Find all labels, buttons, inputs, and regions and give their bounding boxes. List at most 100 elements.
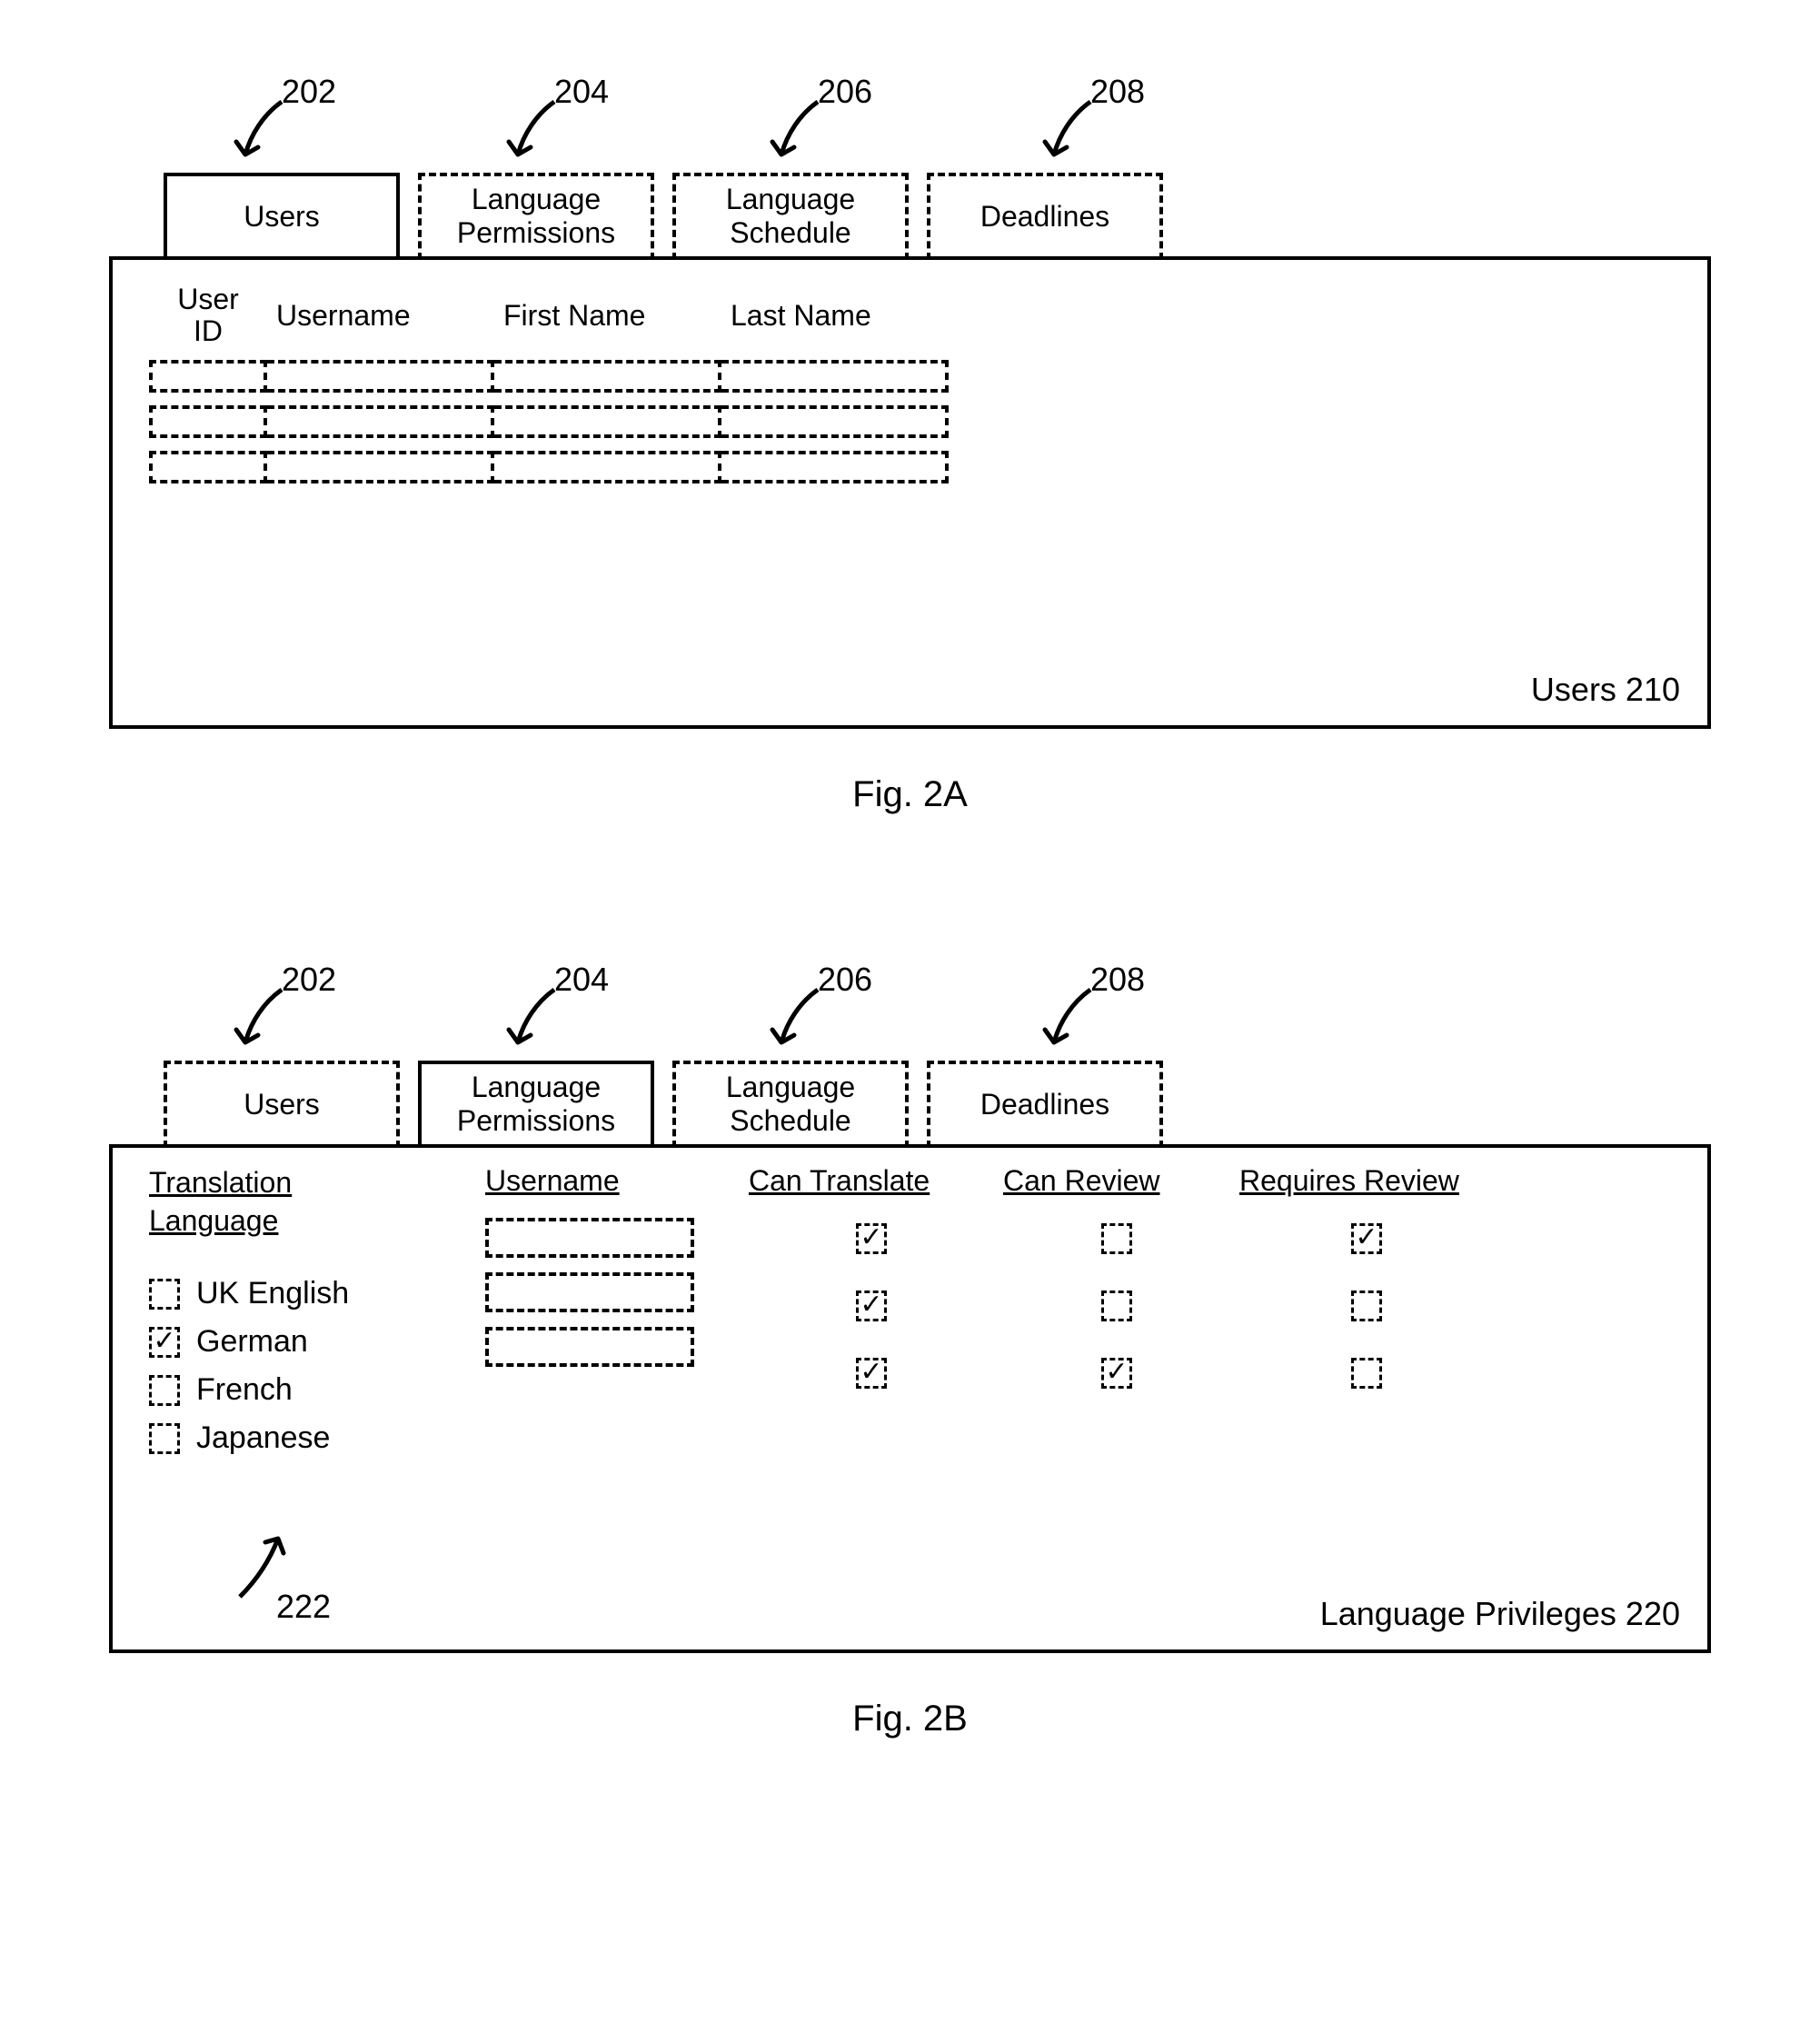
checkbox-icon[interactable] bbox=[1351, 1358, 1382, 1389]
callout-206b: 206 bbox=[818, 961, 872, 999]
col-can-translate: Can Translate bbox=[749, 1164, 994, 1469]
language-label: Japanese bbox=[196, 1420, 330, 1456]
username-input[interactable] bbox=[485, 1218, 694, 1258]
checkbox-icon[interactable] bbox=[856, 1358, 887, 1389]
checkbox-icon[interactable] bbox=[1101, 1358, 1132, 1389]
checkbox-icon[interactable] bbox=[856, 1223, 887, 1254]
table-cell[interactable] bbox=[149, 360, 267, 393]
language-label: UK English bbox=[196, 1276, 349, 1311]
tab-row-2a: Users Language Permissions Language Sche… bbox=[164, 173, 1656, 260]
table-row bbox=[149, 451, 1671, 483]
checkbox-cell bbox=[1239, 1352, 1494, 1389]
tab-lang-perm-label: Language Permissions bbox=[433, 183, 640, 250]
table-cell[interactable] bbox=[494, 405, 721, 438]
callout-208b: 208 bbox=[1090, 961, 1145, 999]
table-cell[interactable] bbox=[267, 451, 494, 483]
col-can-review-header: Can Review bbox=[1003, 1164, 1230, 1198]
username-input[interactable] bbox=[485, 1272, 694, 1312]
checkbox-icon[interactable] bbox=[149, 1279, 180, 1310]
username-input[interactable] bbox=[485, 1327, 694, 1367]
figure-2a: 202 204 206 208 Users Language Permissio… bbox=[109, 73, 1711, 815]
tab-row-2b: Users Language Permissions Language Sche… bbox=[164, 1061, 1656, 1148]
col-requires-review: Requires Review bbox=[1239, 1164, 1494, 1469]
col-translation-language-header: TranslationLanguage bbox=[149, 1164, 476, 1240]
callout-202b: 202 bbox=[282, 961, 336, 999]
table-cell[interactable] bbox=[267, 360, 494, 393]
tab-lang-perm-b[interactable]: Language Permissions bbox=[418, 1061, 654, 1148]
table-cell[interactable] bbox=[494, 360, 721, 393]
checkbox-cell bbox=[1003, 1285, 1230, 1321]
tab-deadlines-b-label: Deadlines bbox=[980, 1088, 1109, 1121]
users-table: UserID Username First Name Last Name bbox=[149, 284, 1671, 483]
tab-deadlines[interactable]: Deadlines bbox=[927, 173, 1163, 260]
table-cell[interactable] bbox=[494, 451, 721, 483]
language-item[interactable]: French bbox=[149, 1372, 476, 1408]
checkbox-cell bbox=[1003, 1352, 1230, 1389]
col-can-review: Can Review bbox=[1003, 1164, 1230, 1469]
table-row bbox=[149, 360, 1671, 393]
tab-lang-sched-b-label: Language Schedule bbox=[687, 1071, 894, 1138]
table-cell[interactable] bbox=[267, 405, 494, 438]
callouts-row-2b: 202 204 206 208 bbox=[164, 961, 1711, 1061]
col-username-b: Username bbox=[485, 1164, 740, 1469]
col-username-header: Username bbox=[485, 1164, 740, 1198]
callout-222: 222 bbox=[276, 1588, 331, 1626]
tab-lang-sched-label: Language Schedule bbox=[687, 183, 894, 250]
users-table-header: UserID Username First Name Last Name bbox=[149, 284, 1671, 347]
tab-deadlines-b[interactable]: Deadlines bbox=[927, 1061, 1163, 1148]
col-can-translate-header: Can Translate bbox=[749, 1164, 994, 1198]
col-last-name: Last Name bbox=[721, 284, 949, 347]
language-label: French bbox=[196, 1372, 293, 1408]
panel-label-users: Users 210 bbox=[1531, 671, 1680, 709]
callout-208: 208 bbox=[1090, 73, 1145, 111]
table-cell[interactable] bbox=[721, 405, 949, 438]
tab-users-b-label: Users bbox=[244, 1088, 320, 1121]
checkbox-cell bbox=[1003, 1218, 1230, 1254]
callout-204b: 204 bbox=[554, 961, 609, 999]
language-item[interactable]: German bbox=[149, 1324, 476, 1360]
language-list: UK English German French Japanese bbox=[149, 1276, 476, 1456]
table-cell[interactable] bbox=[721, 451, 949, 483]
tab-users-label: Users bbox=[244, 200, 320, 234]
col-requires-review-header: Requires Review bbox=[1239, 1164, 1494, 1198]
checkbox-cell bbox=[1239, 1285, 1494, 1321]
checkbox-icon[interactable] bbox=[856, 1291, 887, 1321]
language-item[interactable]: UK English bbox=[149, 1276, 476, 1311]
checkbox-icon[interactable] bbox=[1101, 1223, 1132, 1254]
table-cell[interactable] bbox=[721, 360, 949, 393]
checkbox-cell bbox=[1239, 1218, 1494, 1254]
panel-language-privileges: TranslationLanguage UK English German Fren… bbox=[109, 1144, 1711, 1653]
table-row bbox=[149, 405, 1671, 438]
caption-2a: Fig. 2A bbox=[109, 774, 1711, 815]
callouts-row-2a: 202 204 206 208 bbox=[164, 73, 1711, 173]
checkbox-icon[interactable] bbox=[149, 1375, 180, 1406]
col-first-name: First Name bbox=[494, 284, 721, 347]
tab-lang-sched-b[interactable]: Language Schedule bbox=[672, 1061, 909, 1148]
checkbox-icon[interactable] bbox=[149, 1327, 180, 1358]
tab-users[interactable]: Users bbox=[164, 173, 400, 260]
checkbox-icon[interactable] bbox=[149, 1423, 180, 1454]
tab-lang-perm[interactable]: Language Permissions bbox=[418, 173, 654, 260]
caption-2b: Fig. 2B bbox=[109, 1699, 1711, 1739]
checkbox-cell bbox=[749, 1285, 994, 1321]
checkbox-icon[interactable] bbox=[1101, 1291, 1132, 1321]
table-cell[interactable] bbox=[149, 451, 267, 483]
tab-users-b[interactable]: Users bbox=[164, 1061, 400, 1148]
col-translation-language-text: TranslationLanguage bbox=[149, 1166, 292, 1237]
table-cell[interactable] bbox=[149, 405, 267, 438]
checkbox-icon[interactable] bbox=[1351, 1291, 1382, 1321]
panel-label-privileges: Language Privileges 220 bbox=[1320, 1595, 1680, 1633]
language-item[interactable]: Japanese bbox=[149, 1420, 476, 1456]
language-label: German bbox=[196, 1324, 308, 1360]
checkbox-icon[interactable] bbox=[1351, 1223, 1382, 1254]
figure-2b: 202 204 206 208 Users Language Permissio… bbox=[109, 961, 1711, 1739]
callout-206: 206 bbox=[818, 73, 872, 111]
checkbox-cell bbox=[749, 1352, 994, 1389]
col-user-id: UserID bbox=[149, 284, 267, 347]
col-username: Username bbox=[267, 284, 494, 347]
col-translation-language: TranslationLanguage UK English German Fren… bbox=[149, 1164, 476, 1469]
callout-202: 202 bbox=[282, 73, 336, 111]
tab-lang-perm-b-label: Language Permissions bbox=[433, 1071, 640, 1138]
privileges-grid: TranslationLanguage UK English German Fren… bbox=[149, 1164, 1671, 1469]
tab-lang-sched[interactable]: Language Schedule bbox=[672, 173, 909, 260]
